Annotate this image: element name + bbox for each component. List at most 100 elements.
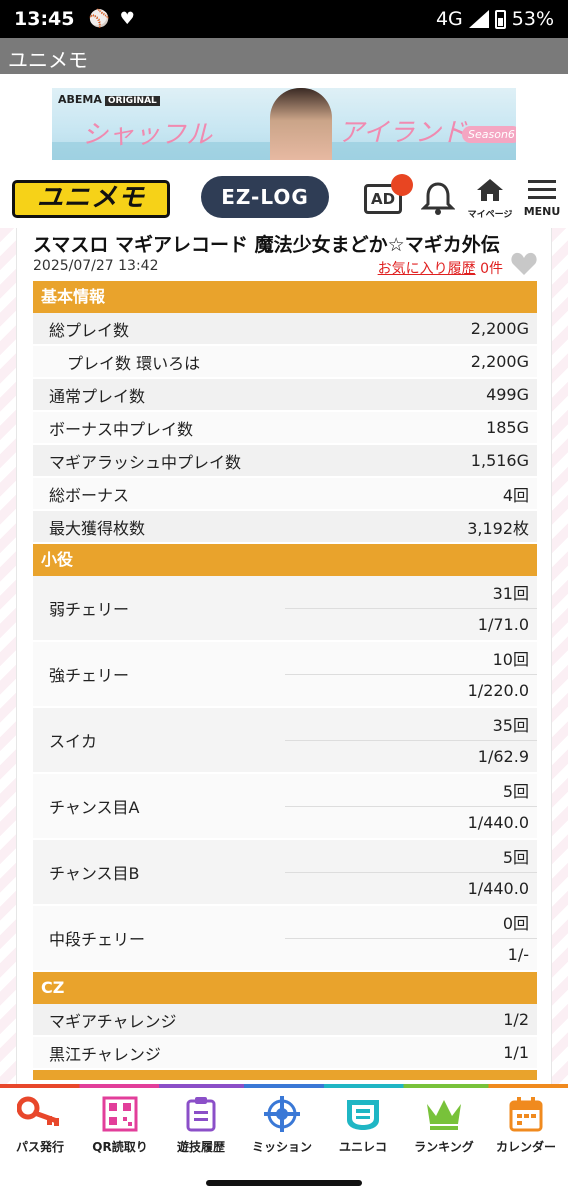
bottom-tab-bar: パス発行 QR読取り 遊技履歴 ミッション ユニレコ ランキング カレンダー [0, 1084, 568, 1168]
key-icon [17, 1096, 59, 1126]
row-count: 31回 [285, 576, 537, 609]
section-header-cz: CZ [33, 972, 537, 1004]
ad-banner[interactable]: ABEMA ORIGINAL シャッフル アイランド Season6 [52, 88, 516, 160]
section-header-basic: 基本情報 [33, 281, 537, 313]
row-label: 総ボーナス [49, 485, 130, 505]
tab-label: 遊技履歴 [176, 1140, 225, 1154]
table-row: マギアチャレンジ 1/2 [33, 1004, 537, 1037]
section-header-koyaku: 小役 [33, 544, 537, 576]
record-card: スマスロ マギアレコード 魔法少女まどか☆マギカ外伝 2025/07/27 13… [16, 228, 552, 1088]
home-gesture-handle[interactable] [206, 1180, 362, 1186]
table-row: チャンス目B 5回 1/440.0 [33, 840, 537, 906]
row-label: 通常プレイ数 [49, 386, 146, 406]
row-value: 499G [486, 385, 529, 404]
table-row: 総プレイ数 2,200G [33, 313, 537, 346]
banner-badge: ORIGINAL [104, 96, 160, 106]
ad-icon: AD [364, 184, 402, 214]
app-title: ユニメモ [8, 48, 88, 72]
network-label: 4G [435, 8, 463, 30]
banner-brand-text: ABEMA [58, 93, 102, 106]
heart-favorite-icon[interactable] [511, 252, 537, 276]
table-row: マギアラッシュ中プレイ数 1,516G [33, 445, 537, 478]
row-value: 1,516G [470, 451, 529, 470]
row-label: マギアチャレンジ [49, 1011, 177, 1031]
row-label: チャンス目B [49, 864, 140, 883]
favorite-count: 0件 [480, 261, 503, 277]
heart-status-icon: ♥ [119, 9, 135, 29]
signal-icon [468, 10, 489, 28]
notification-dot [391, 174, 413, 196]
tab-history[interactable]: 遊技履歴 [161, 1096, 241, 1155]
tab-label: ミッション [251, 1140, 312, 1154]
mypage-button[interactable]: マイページ [464, 178, 516, 220]
row-probability: 1/71.0 [477, 614, 529, 634]
tab-calendar[interactable]: カレンダー [486, 1096, 566, 1155]
hamburger-icon [528, 180, 556, 199]
banner-brand: ABEMA ORIGINAL [58, 93, 160, 106]
row-label: チャンス目A [49, 798, 140, 817]
unireco-icon [347, 1100, 379, 1130]
clipboard-icon [186, 1097, 216, 1132]
qr-icon [102, 1096, 138, 1132]
ezlog-button[interactable]: EZ-LOG [201, 176, 329, 218]
tab-color-stripe [0, 1084, 568, 1088]
unimemo-logo[interactable]: ユニメモ [12, 180, 170, 218]
bell-icon[interactable] [421, 180, 455, 216]
table-row: 弱チェリー 31回 1/71.0 [33, 576, 537, 642]
row-count: 0回 [285, 906, 537, 939]
row-probability: 1/440.0 [467, 812, 529, 832]
table-row: チャンス目A 5回 1/440.0 [33, 774, 537, 840]
row-probability: 1/- [507, 944, 529, 964]
menu-button[interactable]: MENU [516, 178, 568, 218]
row-label: マギアラッシュ中プレイ数 [49, 452, 242, 472]
row-label: 中段チェリー [49, 930, 146, 949]
crown-icon [427, 1100, 461, 1130]
row-count: 5回 [285, 840, 537, 873]
row-probability: 1/220.0 [467, 680, 529, 700]
row-label: ボーナス中プレイ数 [49, 419, 194, 439]
row-value: 2,200G [470, 319, 529, 338]
row-value: 3,192枚 [467, 518, 529, 538]
favorite-history-link[interactable]: お気に入り履歴 [377, 261, 476, 277]
tab-label: ランキング [414, 1140, 474, 1154]
battery-percent: 53% [511, 8, 554, 30]
left-pattern [0, 228, 16, 1088]
tab-unireco[interactable]: ユニレコ [323, 1096, 403, 1155]
status-time: 13:45 [14, 8, 75, 30]
banner-title-left: シャッフル [82, 120, 213, 150]
row-label: 黒江チャレンジ [49, 1044, 161, 1064]
tab-mission[interactable]: ミッション [242, 1096, 322, 1155]
banner-season: Season6 [462, 126, 516, 143]
machine-title: スマスロ マギアレコード 魔法少女まどか☆マギカ外伝 [33, 234, 500, 256]
tab-qr[interactable]: QR読取り [80, 1096, 160, 1155]
calendar-icon [509, 1097, 543, 1132]
tab-ranking[interactable]: ランキング [404, 1096, 484, 1155]
tab-label: パス発行 [15, 1140, 64, 1154]
row-probability: 1/62.9 [477, 746, 529, 766]
row-label: プレイ数 環いろは [67, 353, 201, 373]
baseball-icon: ⚾ [88, 9, 110, 29]
table-row: プレイ数 環いろは 2,200G [33, 346, 537, 379]
row-value: 1/1 [503, 1043, 529, 1062]
banner-title-right: アイランド [338, 118, 467, 148]
table-row: 最大獲得枚数 3,192枚 [33, 511, 537, 544]
table-row: スイカ 35回 1/62.9 [33, 708, 537, 774]
row-probability: 1/440.0 [467, 878, 529, 898]
row-value: 2,200G [470, 352, 529, 371]
row-label: 強チェリー [49, 666, 130, 685]
table-row: 総ボーナス 4回 [33, 478, 537, 511]
menu-label: MENU [523, 205, 561, 218]
gesture-bar [0, 1168, 568, 1199]
right-pattern [552, 228, 568, 1088]
row-label: 総プレイ数 [49, 320, 130, 340]
tab-pass[interactable]: パス発行 [0, 1096, 80, 1155]
section-header-next [33, 1070, 537, 1080]
row-value: 1/2 [503, 1010, 529, 1029]
ad-button[interactable]: AD [362, 174, 413, 216]
status-bar: 13:45 ⚾ ♥ 4G 53% [0, 0, 568, 38]
table-row: 中段チェリー 0回 1/- [33, 906, 537, 972]
row-value: 185G [486, 418, 529, 437]
stats-table: 基本情報 総プレイ数 2,200G プレイ数 環いろは 2,200G 通常プレイ数 4… [33, 281, 537, 1080]
row-label: 弱チェリー [49, 600, 130, 619]
banner-person-image [270, 88, 332, 160]
